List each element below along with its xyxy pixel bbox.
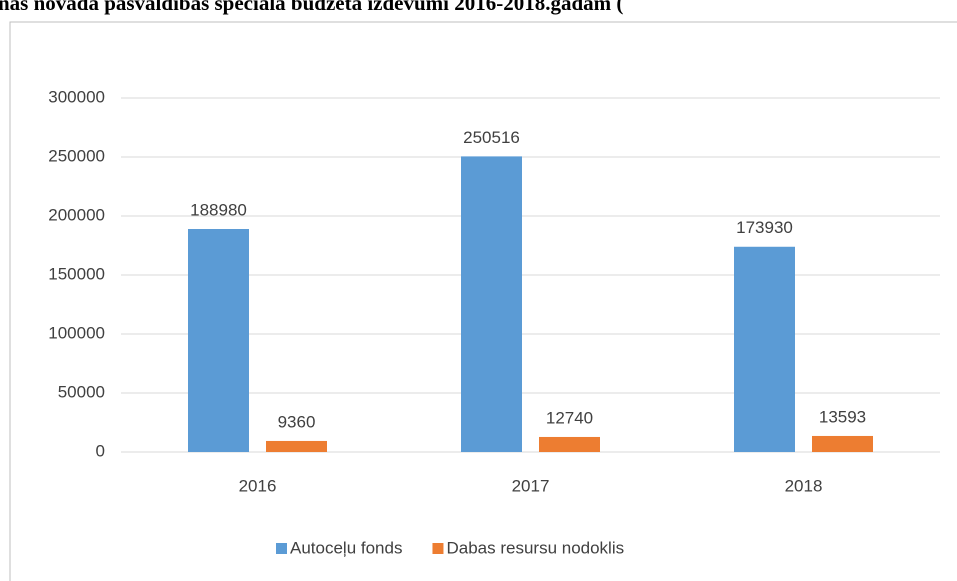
y-tick-label: 200000 — [48, 205, 105, 224]
bar — [188, 229, 249, 452]
data-label: 188980 — [190, 200, 247, 219]
bar — [266, 440, 327, 452]
x-tick-label: 2018 — [785, 476, 823, 495]
x-tick-label: 2016 — [239, 476, 277, 495]
bar — [734, 246, 795, 452]
y-tick-label: 100000 — [48, 323, 105, 342]
y-tick-label: 300000 — [48, 87, 105, 106]
y-tick-label: 0 — [96, 441, 105, 460]
x-tick-label: 2017 — [512, 476, 550, 495]
data-label: 173930 — [736, 218, 793, 237]
data-label: 13593 — [819, 407, 866, 426]
legend-swatch — [432, 543, 444, 554]
y-tick-label: 150000 — [48, 264, 105, 283]
y-tick-label: 250000 — [48, 146, 105, 165]
data-label: 250516 — [463, 128, 520, 147]
bar — [461, 156, 522, 452]
data-label: 12740 — [546, 408, 593, 427]
chart-title: nas novada pašvaldības speciālā budžeta … — [0, 0, 623, 15]
y-tick-label: 50000 — [58, 382, 105, 401]
bar — [812, 435, 873, 452]
legend-label: Autoceļu fonds — [290, 538, 402, 557]
legend-swatch — [276, 543, 287, 554]
legend-label: Dabas resursu nodoklis — [446, 538, 624, 557]
data-label: 9360 — [278, 412, 316, 431]
bar — [539, 436, 600, 452]
